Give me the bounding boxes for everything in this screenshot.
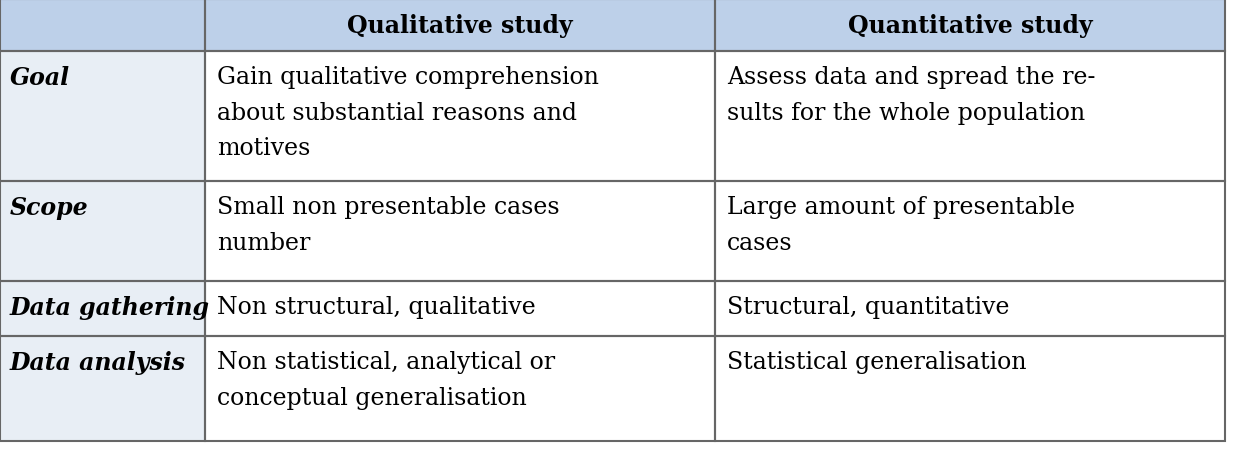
Bar bbox=[206, 336, 715, 441]
Bar bbox=[0, 182, 206, 281]
Bar bbox=[206, 0, 715, 52]
Bar bbox=[715, 336, 1225, 441]
Bar bbox=[0, 52, 206, 182]
Bar bbox=[206, 281, 715, 336]
Bar bbox=[0, 182, 206, 281]
Bar bbox=[206, 281, 715, 336]
Text: Gain qualitative comprehension
about substantial reasons and
motives: Gain qualitative comprehension about sub… bbox=[217, 66, 599, 160]
Bar bbox=[715, 52, 1225, 182]
Text: Non structural, qualitative: Non structural, qualitative bbox=[217, 295, 536, 318]
Text: Non statistical, analytical or
conceptual generalisation: Non statistical, analytical or conceptua… bbox=[217, 350, 556, 409]
Text: Quantitative study: Quantitative study bbox=[847, 14, 1093, 38]
Bar bbox=[715, 0, 1225, 52]
Bar bbox=[0, 52, 206, 182]
Bar bbox=[206, 182, 715, 281]
Bar bbox=[715, 182, 1225, 281]
Bar bbox=[715, 281, 1225, 336]
Text: Statistical generalisation: Statistical generalisation bbox=[726, 350, 1027, 373]
Bar bbox=[715, 182, 1225, 281]
Text: Large amount of presentable
cases: Large amount of presentable cases bbox=[726, 196, 1075, 254]
Bar bbox=[0, 0, 206, 52]
Text: Assess data and spread the re-
sults for the whole population: Assess data and spread the re- sults for… bbox=[726, 66, 1095, 124]
Bar bbox=[0, 0, 206, 52]
Text: Qualitative study: Qualitative study bbox=[348, 14, 573, 38]
Bar bbox=[0, 336, 206, 441]
Bar bbox=[206, 0, 715, 52]
Bar bbox=[0, 336, 206, 441]
Text: Scope: Scope bbox=[10, 196, 88, 220]
Bar bbox=[715, 336, 1225, 441]
Bar bbox=[0, 281, 206, 336]
Text: Small non presentable cases
number: Small non presentable cases number bbox=[217, 196, 559, 254]
Text: Data analysis: Data analysis bbox=[10, 350, 186, 374]
Bar bbox=[206, 182, 715, 281]
Bar bbox=[0, 281, 206, 336]
Text: Goal: Goal bbox=[10, 66, 70, 90]
Bar bbox=[715, 52, 1225, 182]
Bar bbox=[206, 52, 715, 182]
Text: Structural, quantitative: Structural, quantitative bbox=[726, 295, 1009, 318]
Bar bbox=[715, 0, 1225, 52]
Bar bbox=[715, 281, 1225, 336]
Text: Data gathering: Data gathering bbox=[10, 295, 211, 319]
Bar bbox=[206, 52, 715, 182]
Bar bbox=[206, 336, 715, 441]
